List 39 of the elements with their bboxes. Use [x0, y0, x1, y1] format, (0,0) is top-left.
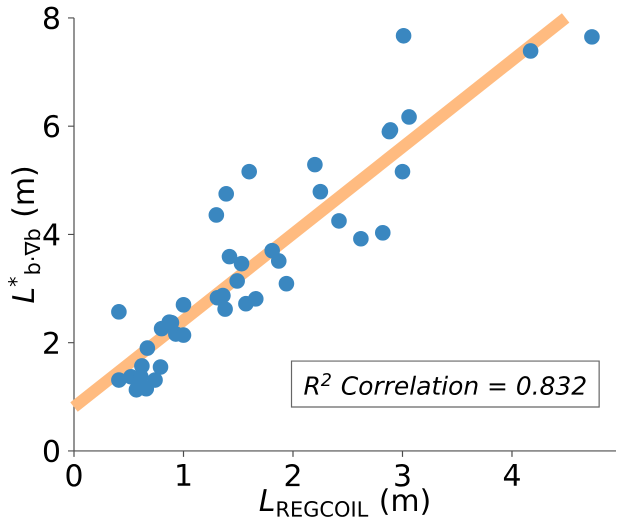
point: [134, 358, 150, 374]
annotation: R$^{2}$ Correlation = 0.832: [304, 373, 586, 396]
point: [248, 291, 264, 307]
point: [241, 164, 257, 180]
y-tick-label: 8: [44, 6, 59, 30]
y-tick-label: 6: [44, 114, 60, 138]
point: [218, 186, 234, 202]
point: [152, 359, 168, 375]
point: [401, 109, 417, 125]
point: [374, 225, 391, 241]
point: [353, 230, 369, 247]
point: [234, 256, 250, 272]
point: [208, 207, 224, 223]
point: [147, 372, 163, 388]
x-tick-label: 3: [395, 464, 410, 487]
x-tick-label: 2: [286, 464, 300, 486]
point: [396, 28, 412, 44]
point: [312, 184, 328, 200]
y-tick-label: 2: [44, 332, 58, 354]
point: [270, 253, 287, 269]
y-tick-label: 0: [44, 440, 59, 462]
x-tick-label: 0: [66, 464, 82, 487]
point: [176, 297, 192, 313]
y-axis-title: L$^{*}$$_{b·∇b}$ (m): [8, 168, 40, 303]
point: [522, 43, 538, 59]
x-tick-label: 4: [504, 464, 520, 486]
point: [331, 213, 347, 229]
point: [584, 29, 600, 45]
point: [217, 301, 233, 317]
point: [111, 304, 127, 320]
point: [222, 248, 238, 264]
x-tick-label: 1: [177, 464, 190, 486]
point: [229, 273, 245, 289]
point: [394, 164, 410, 180]
y-tick-label: 4: [43, 224, 60, 246]
point: [278, 276, 294, 292]
x-axis-title: L$_{REGCOIL}$ (m): [260, 488, 429, 517]
point: [307, 156, 323, 172]
point: [140, 340, 156, 356]
